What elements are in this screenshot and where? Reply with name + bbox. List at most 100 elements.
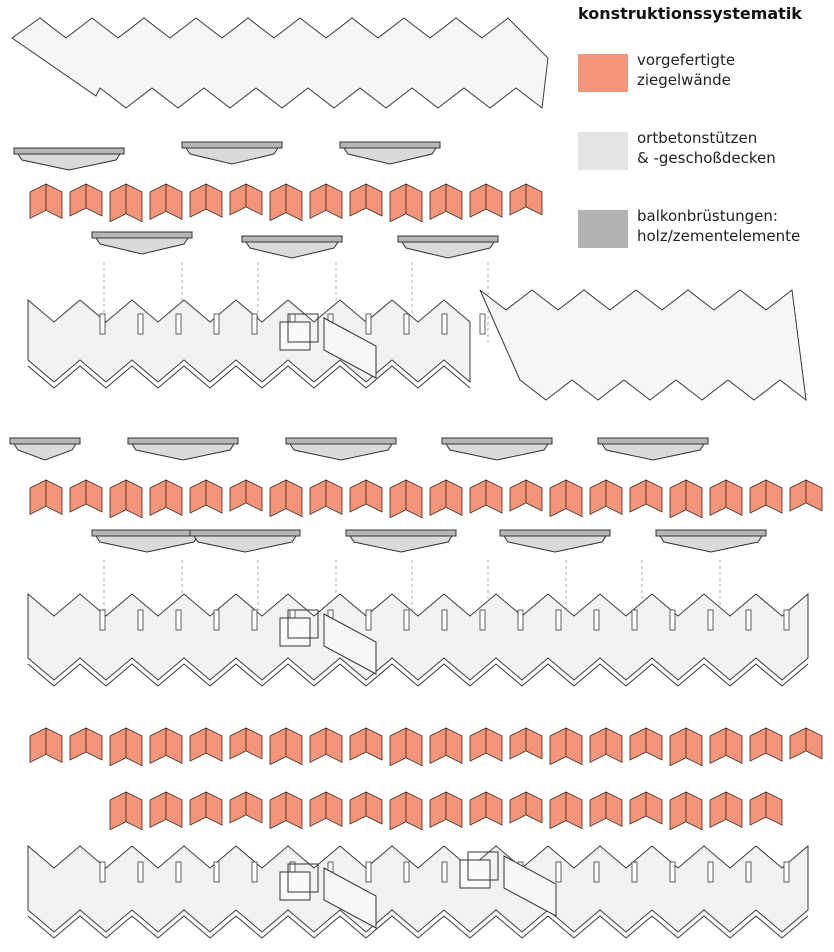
brick-wall-panel [549,479,567,518]
brick-wall-panel [645,791,663,825]
stair-core-outline [287,609,319,639]
brick-wall-panel [485,791,503,826]
column-icon [441,313,448,335]
brick-wall-panel [669,727,687,767]
stair-core-outline [287,313,319,343]
brick-wall-panel [125,183,143,223]
brick-wall-panel [245,727,263,760]
brick-wall-panel [789,727,807,760]
balcony-parapet [597,437,709,445]
stair-core-icon [279,321,311,351]
brick-wall-panel [549,791,567,830]
stair-core-icon [459,859,491,889]
slab-edge [27,915,809,939]
brick-wall-panel [165,791,183,829]
brick-wall-panel [229,727,247,760]
brick-wall-panel [805,727,823,760]
stair-core-outline [467,851,499,881]
swatch-brick-walls [578,54,628,92]
stair-core-l3 [279,863,377,929]
legend-item-balcony: balkonbrüstungen: holz/zementelemente [578,206,834,262]
brick-wall-panel [109,183,127,223]
brick-wall-panel [389,727,407,767]
brick-wall-panel [589,791,607,827]
brick-wall-panel [725,791,743,829]
brick-wall-panel [205,479,223,514]
brick-wall-panel [605,727,623,763]
column-icon [631,861,638,883]
stair-wall [323,867,377,929]
balcony-l2-1 [285,437,397,461]
brick-wall-panel [525,791,543,824]
brick-wall-panel [565,479,583,518]
balcony-l2-3 [597,437,709,461]
swatch-concrete [578,132,628,170]
column-icon [137,609,144,631]
brick-wall-panel [29,183,47,219]
column-icon [593,861,600,883]
stair-wall [503,855,557,917]
legend-label-balcony: balkonbrüstungen: holz/zementelemente [637,207,801,245]
balcony-l2-0 [127,437,239,461]
brick-wall-panel [525,727,543,760]
balcony-parapet [189,529,301,537]
brick-wall-panel [509,791,527,824]
stair-core-l2 [279,609,377,675]
column-icon [441,861,448,883]
brick-wall-panel [245,479,263,512]
balcony-parapet [441,437,553,445]
column-icon [593,609,600,631]
balcony-parapet [655,529,767,537]
brick-wall-panel [405,791,423,831]
brick-wall-panel [469,183,487,218]
brick-wall-panel [685,791,703,831]
brick-wall-panel [365,479,383,513]
balcony-l2-front-3 [499,529,611,553]
balcony-parapet [345,529,457,537]
brick-wall-panel [149,183,167,221]
brick-wall-panel [389,791,407,831]
brick-wall-panel [429,727,447,765]
balcony-parapet [127,437,239,445]
brick-wall-panel [245,183,263,216]
slab-edge [27,663,809,687]
column-icon [555,861,562,883]
brick-wall-panel [109,791,127,831]
brick-wall-panel [285,791,303,830]
brick-wall-panel [149,727,167,765]
balcony-l2-front-2 [345,529,457,553]
brick-wall-panel [589,727,607,763]
column-icon [365,861,372,883]
brick-wall-panel [389,183,407,223]
slab-extension-surface [479,289,807,402]
brick-wall-panel [365,183,383,217]
balcony-l1-a [13,147,125,171]
brick-wall-panel [749,727,767,762]
brick-wall-panel [509,183,527,216]
brick-wall-panel [509,479,527,512]
brick-wall-panel [469,791,487,826]
brick-wall-panel [405,183,423,223]
brick-wall-panel [285,183,303,222]
brick-wall-panel [349,183,367,217]
brick-wall-panel [29,479,47,515]
balcony-l1-d [91,231,193,255]
roof-surface [11,17,549,109]
balcony-l2-a [9,437,81,461]
brick-wall-panel [85,183,103,217]
brick-walls-l1 [29,183,543,223]
stair-core-outline [287,863,319,893]
brick-wall-panel [525,479,543,512]
brick-wall-panel [685,727,703,767]
balcony-l1-f [397,235,499,259]
column-icon [403,313,410,335]
balcony-l2-front-1 [189,529,301,553]
column-icon [213,609,220,631]
brick-wall-panel [525,183,543,216]
brick-wall-panel [205,727,223,762]
brick-wall-panel [429,791,447,829]
column-icon [631,609,638,631]
stair-core-icon [279,871,311,901]
column-icon [137,313,144,335]
